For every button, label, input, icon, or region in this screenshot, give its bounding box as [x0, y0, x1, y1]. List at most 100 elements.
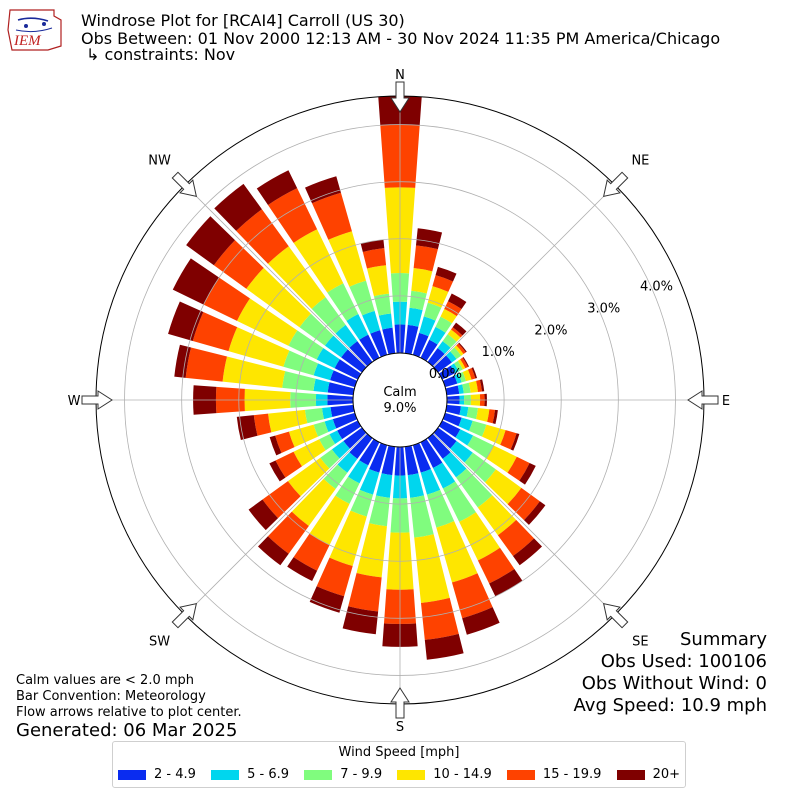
- windrose-bar-140-2: [456, 468, 493, 508]
- windrose-bar-220-2: [323, 464, 348, 489]
- windrose-bar-260-0: [330, 404, 355, 418]
- windrose-bar-80-5: [479, 379, 485, 392]
- generated-date: Generated: 06 Mar 2025: [16, 720, 238, 741]
- windrose-bar-310-3: [246, 267, 311, 328]
- windrose-bar-210-5: [287, 557, 318, 581]
- windrose-bar-40-0: [427, 348, 445, 367]
- windrose-bar-50-1: [446, 351, 457, 363]
- windrose-bar-240-4: [275, 451, 302, 478]
- legend-title: Wind Speed [mph]: [338, 745, 460, 760]
- windrose-bar-80-4: [476, 379, 482, 392]
- spoke-line-7: [184, 184, 368, 368]
- compass-label-SE: SE: [632, 634, 648, 649]
- compass-label-NW: NW: [148, 154, 171, 169]
- windrose-bar-190-1: [376, 473, 393, 498]
- windrose-bar-110-0: [442, 412, 462, 427]
- windrose-bar-230-0: [343, 427, 367, 449]
- svg-text:IEM: IEM: [13, 33, 42, 49]
- compass-label-S: S: [396, 720, 404, 735]
- windrose-bar-110-2: [468, 420, 487, 437]
- windrose-bar-320-4: [236, 209, 289, 264]
- windrose-bar-300-3: [236, 298, 298, 346]
- windrose-bar-280-1: [313, 378, 330, 393]
- legend-swatch: [506, 769, 535, 780]
- legend-item-4: 15 - 19.9: [506, 767, 601, 782]
- windrose-bar-320-3: [267, 246, 326, 309]
- windrose-bar-240-2: [319, 434, 336, 451]
- windrose-bar-250-0: [332, 412, 358, 429]
- windrose-bar-220-3: [291, 478, 336, 526]
- windrose-bar-20-2: [423, 302, 442, 321]
- windrose-bar-340-1: [362, 310, 381, 334]
- windrose-bar-30-0: [420, 339, 438, 362]
- windrose-bar-320-2: [311, 297, 346, 334]
- windrose-bar-160-1: [420, 468, 441, 495]
- windrose-bar-80-3: [468, 380, 478, 393]
- windrose-bar-160-2: [426, 489, 455, 528]
- windrose-bar-350-2: [373, 293, 392, 316]
- windrose-bar-240-5: [269, 460, 286, 482]
- windrose-bar-280-3: [222, 356, 286, 388]
- windrose-bar-200-1: [359, 468, 380, 495]
- windrose-bar-100-1: [459, 406, 469, 417]
- windrose-bar-150-4: [477, 547, 515, 584]
- windrose-bar-340-2: [349, 280, 375, 316]
- windrose-bar-310-4: [213, 240, 264, 289]
- windrose-bar-120-0: [438, 420, 461, 438]
- windrose-bar-20-4: [432, 275, 454, 292]
- windrose-bar-30-2: [435, 316, 452, 333]
- windrose-bar-190-3: [356, 523, 387, 578]
- legend-label: 20+: [652, 767, 680, 782]
- windrose-bar-120-4: [507, 456, 530, 481]
- calm-label: Calm: [383, 385, 416, 400]
- windrose-bar-320-5: [214, 183, 262, 231]
- windrose-bar-300-2: [288, 330, 324, 360]
- windrose-bar-120-3: [486, 445, 517, 473]
- windrose-bar-260-1: [322, 407, 333, 420]
- windrose-bar-330-2: [327, 283, 359, 321]
- windrose-bar-230-4: [262, 481, 301, 519]
- flow-arrow-S: [390, 687, 410, 719]
- windrose-bar-350-0: [382, 327, 396, 355]
- windrose-bar-170-1: [407, 473, 424, 498]
- windrose-bar-110-4: [500, 430, 517, 450]
- windrose-bar-160-3: [436, 521, 478, 583]
- legend-item-1: 5 - 6.9: [211, 767, 289, 782]
- windrose-bar-210-3: [309, 495, 350, 546]
- windrose-bar-60-0: [438, 365, 456, 380]
- windrose-bar-200-5: [309, 586, 345, 613]
- windrose-bar-290-0: [330, 370, 358, 388]
- windrose-bar-70-1: [454, 373, 462, 384]
- windrose-bar-260-3: [268, 409, 308, 433]
- windrose-bar-40-5: [452, 322, 467, 336]
- windrose-bar-50-3: [454, 345, 464, 356]
- windrose-bar-20-1: [419, 316, 436, 337]
- flow-arrow-W: [81, 390, 113, 410]
- radial-tick-label-0: 0.0%: [429, 367, 462, 382]
- windrose-bar-340-3: [328, 231, 367, 287]
- windrose-bar-70-0: [442, 375, 458, 388]
- legend-swatch: [304, 769, 333, 780]
- windrose-bar-250-3: [288, 424, 318, 448]
- windrose-bar-120-5: [519, 462, 536, 485]
- windrose-bar-60-3: [457, 359, 466, 370]
- windrose-bar-30-1: [429, 326, 446, 345]
- windrose-bar-300-0: [334, 359, 362, 380]
- windrose-bar-330-5: [256, 170, 298, 206]
- legend-swatch: [397, 769, 426, 780]
- windrose-bar-150-3: [459, 512, 500, 561]
- windrose-bar-190-4: [348, 572, 382, 612]
- windrose-bar-200-0: [369, 442, 388, 473]
- legend: Wind Speed [mph] 2 - 4.9 5 - 6.9 7 - 9.9 10…: [112, 741, 686, 788]
- windrose-bar-350-3: [366, 265, 390, 297]
- spoke-line-1: [432, 184, 616, 368]
- legend-item-2: 7 - 9.9: [304, 767, 382, 782]
- windrose-bar-130-3: [485, 469, 522, 505]
- windrose-bar-150-1: [433, 462, 456, 489]
- windrose-bar-160-4: [451, 573, 493, 619]
- windrose-bar-340-4: [312, 192, 352, 240]
- windrose-bar-100-0: [445, 404, 461, 415]
- windrose-bar-260-2: [304, 408, 324, 424]
- windrose-bar-310-1: [324, 335, 348, 358]
- windrose-bar-130-2: [464, 452, 496, 483]
